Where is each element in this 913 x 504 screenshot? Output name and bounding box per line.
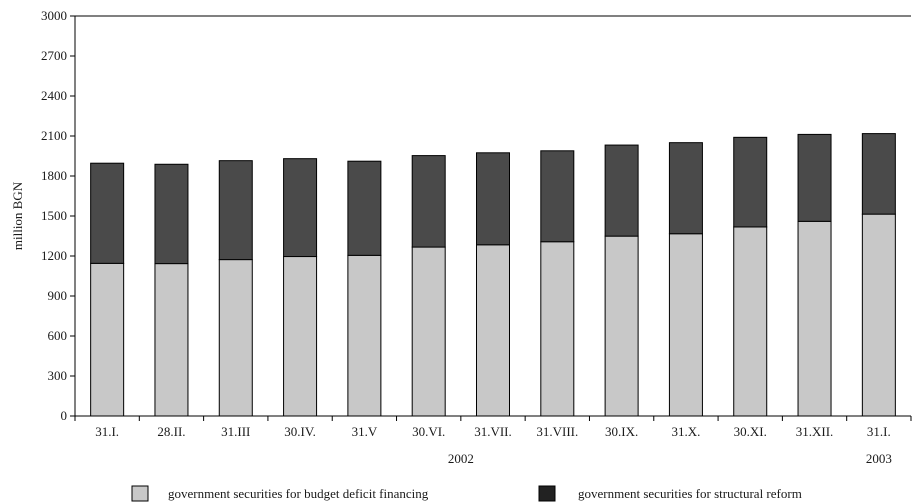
bar-segment-budget-deficit [90, 262, 125, 417]
bar-segment-structural-reform [733, 136, 768, 228]
y-tick-label: 300 [48, 368, 68, 383]
x-tick-label: 31.VII. [474, 424, 512, 439]
bar-segment-structural-reform [797, 133, 832, 222]
bar-segment-budget-deficit [218, 259, 253, 417]
y-tick-label: 0 [61, 408, 68, 423]
bar-segment-budget-deficit [540, 241, 575, 417]
bar-segment-budget-deficit [283, 256, 318, 417]
bar-segment-structural-reform [218, 160, 253, 261]
y-axis: 0 300 600 900 1200 1500 1800 2100 2400 2700 3000 [41, 8, 911, 423]
x-tick-label: 31.X. [671, 424, 700, 439]
x-tick-label: 31.XII. [796, 424, 834, 439]
bar-segment-structural-reform [411, 155, 446, 248]
y-tick-label: 2100 [41, 128, 67, 143]
y-axis-title: million BGN [10, 181, 25, 250]
bar-segment-structural-reform [154, 163, 189, 265]
legend-swatch-budget-deficit [131, 485, 149, 502]
y-tick-label: 900 [48, 288, 68, 303]
x-tick-label: 31.I. [95, 424, 119, 439]
y-tick-label: 3000 [41, 8, 67, 23]
x-year-label: 2003 [866, 451, 892, 466]
x-tick-label: 31.III [221, 424, 250, 439]
bar-segment-budget-deficit [861, 213, 896, 417]
x-tick-label: 31.VIII. [536, 424, 578, 439]
x-tick-label: 30.XI. [734, 424, 767, 439]
bar-segment-structural-reform [604, 144, 639, 237]
bar-segment-budget-deficit [733, 226, 768, 417]
legend-swatch-structural-reform [538, 485, 556, 502]
bar-segment-budget-deficit [797, 220, 832, 417]
x-axis: 31.I. 28.II. 31.III 30.IV. 31.V 30.VI. 31.VII.… [74, 415, 912, 466]
x-tick-label: 30.IV. [284, 424, 316, 439]
x-tick-label: 30.VI. [412, 424, 445, 439]
bar-segment-budget-deficit [668, 233, 703, 417]
x-tick-label: 31.I. [867, 424, 891, 439]
bars [90, 133, 896, 417]
x-year-label: 2002 [448, 451, 474, 466]
y-tick-label: 1500 [41, 208, 67, 223]
bar-segment-structural-reform [861, 133, 896, 215]
bar-segment-structural-reform [347, 160, 382, 256]
bar-segment-structural-reform [540, 150, 575, 243]
x-tick-label: 30.IX. [605, 424, 638, 439]
bar-segment-structural-reform [476, 152, 510, 246]
y-tick-label: 2400 [41, 88, 67, 103]
x-tick-label: 31.V [352, 424, 378, 439]
bar-segment-budget-deficit [347, 254, 382, 417]
bar-segment-structural-reform [90, 162, 125, 264]
legend: government securities for budget deficit… [131, 485, 802, 502]
bar-segment-structural-reform [283, 158, 318, 258]
y-tick-label: 1200 [41, 248, 67, 263]
bar-segment-structural-reform [668, 142, 703, 235]
y-tick-label: 1800 [41, 168, 67, 183]
x-tick-label: 28.II. [157, 424, 185, 439]
y-tick-label: 2700 [41, 48, 67, 63]
y-tick-label: 600 [48, 328, 68, 343]
legend-label-structural-reform: government securities for structural ref… [578, 486, 802, 501]
bar-segment-budget-deficit [154, 263, 189, 417]
legend-label-budget-deficit: government securities for budget deficit… [168, 486, 429, 501]
bar-segment-budget-deficit [604, 235, 639, 417]
bar-segment-budget-deficit [476, 244, 510, 417]
bar-segment-budget-deficit [411, 246, 446, 417]
